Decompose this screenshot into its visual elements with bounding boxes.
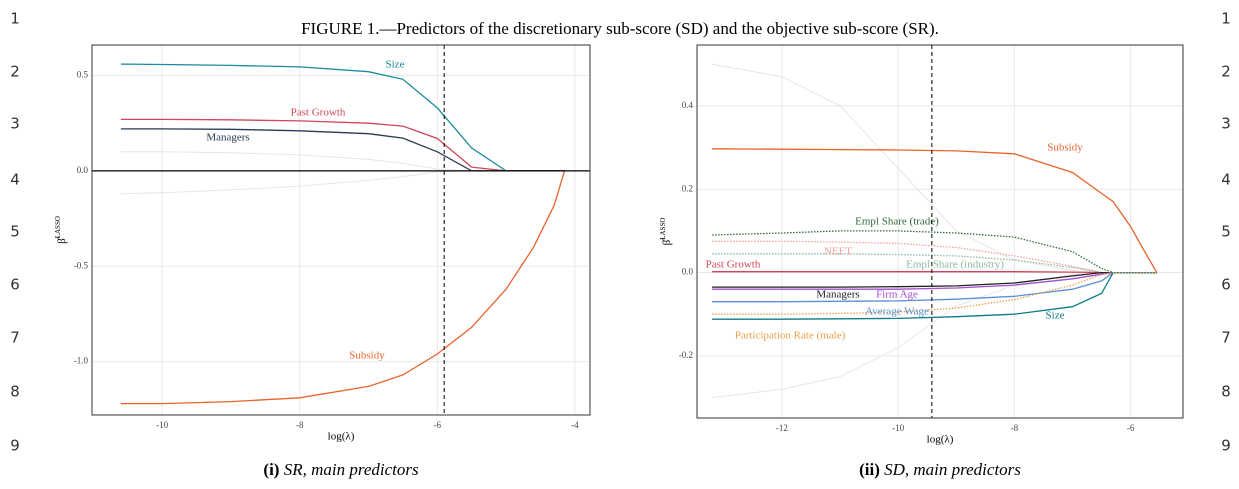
series-line [712, 240, 1157, 274]
line-number: 2 [1221, 63, 1231, 81]
series-line [120, 151, 565, 172]
line-number: 7 [10, 329, 20, 347]
y-tick-label: 0.4 [682, 100, 694, 110]
y-axis-superscript: LASSO [659, 218, 667, 240]
subfigure-text: SD, main predictors [884, 460, 1021, 479]
line-number: 6 [1221, 276, 1231, 294]
line-number: 4 [10, 171, 20, 189]
y-tick-label: 0.2 [682, 183, 693, 193]
line-number: 4 [1221, 171, 1231, 189]
line-number: 7 [1221, 329, 1231, 347]
subfigure-caption: (i) SR, main predictors [263, 460, 419, 479]
series-line [120, 170, 566, 405]
series-line [712, 230, 1157, 274]
x-tick-label: -10 [892, 423, 904, 433]
x-tick-label: -6 [1127, 423, 1135, 433]
series-label: NEET [824, 246, 852, 258]
y-tick-label: -0.2 [679, 350, 693, 360]
plot-lines [712, 63, 1158, 399]
series-line [120, 128, 565, 172]
series-label: Past Growth [706, 259, 761, 271]
x-tick-label: -10 [156, 420, 168, 430]
line-number: 5 [1221, 223, 1231, 241]
line-number: 1 [10, 10, 20, 28]
y-tick-label: -0.5 [74, 260, 89, 270]
series-label: Subsidy [1047, 142, 1083, 154]
line-number: 9 [10, 437, 20, 455]
series-label: Managers [816, 289, 859, 301]
x-tick-label: -12 [776, 423, 788, 433]
y-axis-superscript: LASSO [54, 216, 62, 238]
subfigure-caption: (ii) SD, main predictors [859, 460, 1021, 479]
series-line [120, 170, 565, 195]
y-axis-symbol: β̂ [661, 238, 673, 246]
subfigure-text: SR, main predictors [284, 460, 419, 479]
line-number: 9 [1221, 437, 1231, 455]
x-axis-label: log(λ) [328, 431, 355, 443]
series-line [712, 253, 1157, 274]
line-number: 2 [10, 63, 20, 81]
y-tick-label: 0.0 [77, 165, 89, 175]
figure-caption: FIGURE 1.—Predictors of the discretionar… [301, 19, 939, 38]
series-label: Average Wage [865, 306, 929, 318]
x-axis-label: log(λ) [927, 434, 954, 446]
line-number: 1 [1221, 10, 1231, 28]
series-label: Participation Rate (male) [735, 330, 846, 342]
x-tick-label: -6 [434, 420, 442, 430]
plot-frame [91, 44, 591, 416]
series-line [712, 271, 1157, 320]
plot-frame [696, 44, 1184, 419]
line-number: 8 [1221, 383, 1231, 401]
subfigure-label: (i) [263, 460, 279, 479]
line-number: 3 [1221, 115, 1231, 133]
y-axis-symbol: β̂ [56, 236, 68, 244]
series-label: Empl Share (industry) [906, 259, 1004, 271]
series-line [120, 118, 565, 172]
line-number: 8 [10, 383, 20, 401]
y-axis-label: β̂LASSO [659, 218, 673, 246]
series-line [712, 148, 1158, 273]
y-tick-label: 0.0 [682, 267, 694, 277]
line-number: 3 [10, 115, 20, 133]
y-tick-label: 0.5 [77, 70, 89, 80]
x-tick-label: -8 [1011, 423, 1019, 433]
y-axis-label: β̂LASSO [54, 216, 68, 244]
series-label: Firm Age [876, 289, 918, 301]
series-line [712, 271, 1157, 288]
series-label: Size [386, 59, 405, 71]
x-tick-label: -8 [296, 420, 304, 430]
line-number: 6 [10, 276, 20, 294]
series-label: Managers [206, 132, 249, 144]
y-tick-label: -1.0 [74, 356, 89, 366]
subfigure-label: (ii) [859, 460, 880, 479]
series-label: Size [1046, 310, 1065, 322]
series-line [712, 271, 1157, 315]
series-label: Empl Share (trade) [855, 216, 939, 228]
x-tick-label: -4 [571, 420, 579, 430]
series-label: Past Growth [291, 107, 346, 119]
line-number: 5 [10, 223, 20, 241]
series-label: Subsidy [349, 350, 385, 362]
